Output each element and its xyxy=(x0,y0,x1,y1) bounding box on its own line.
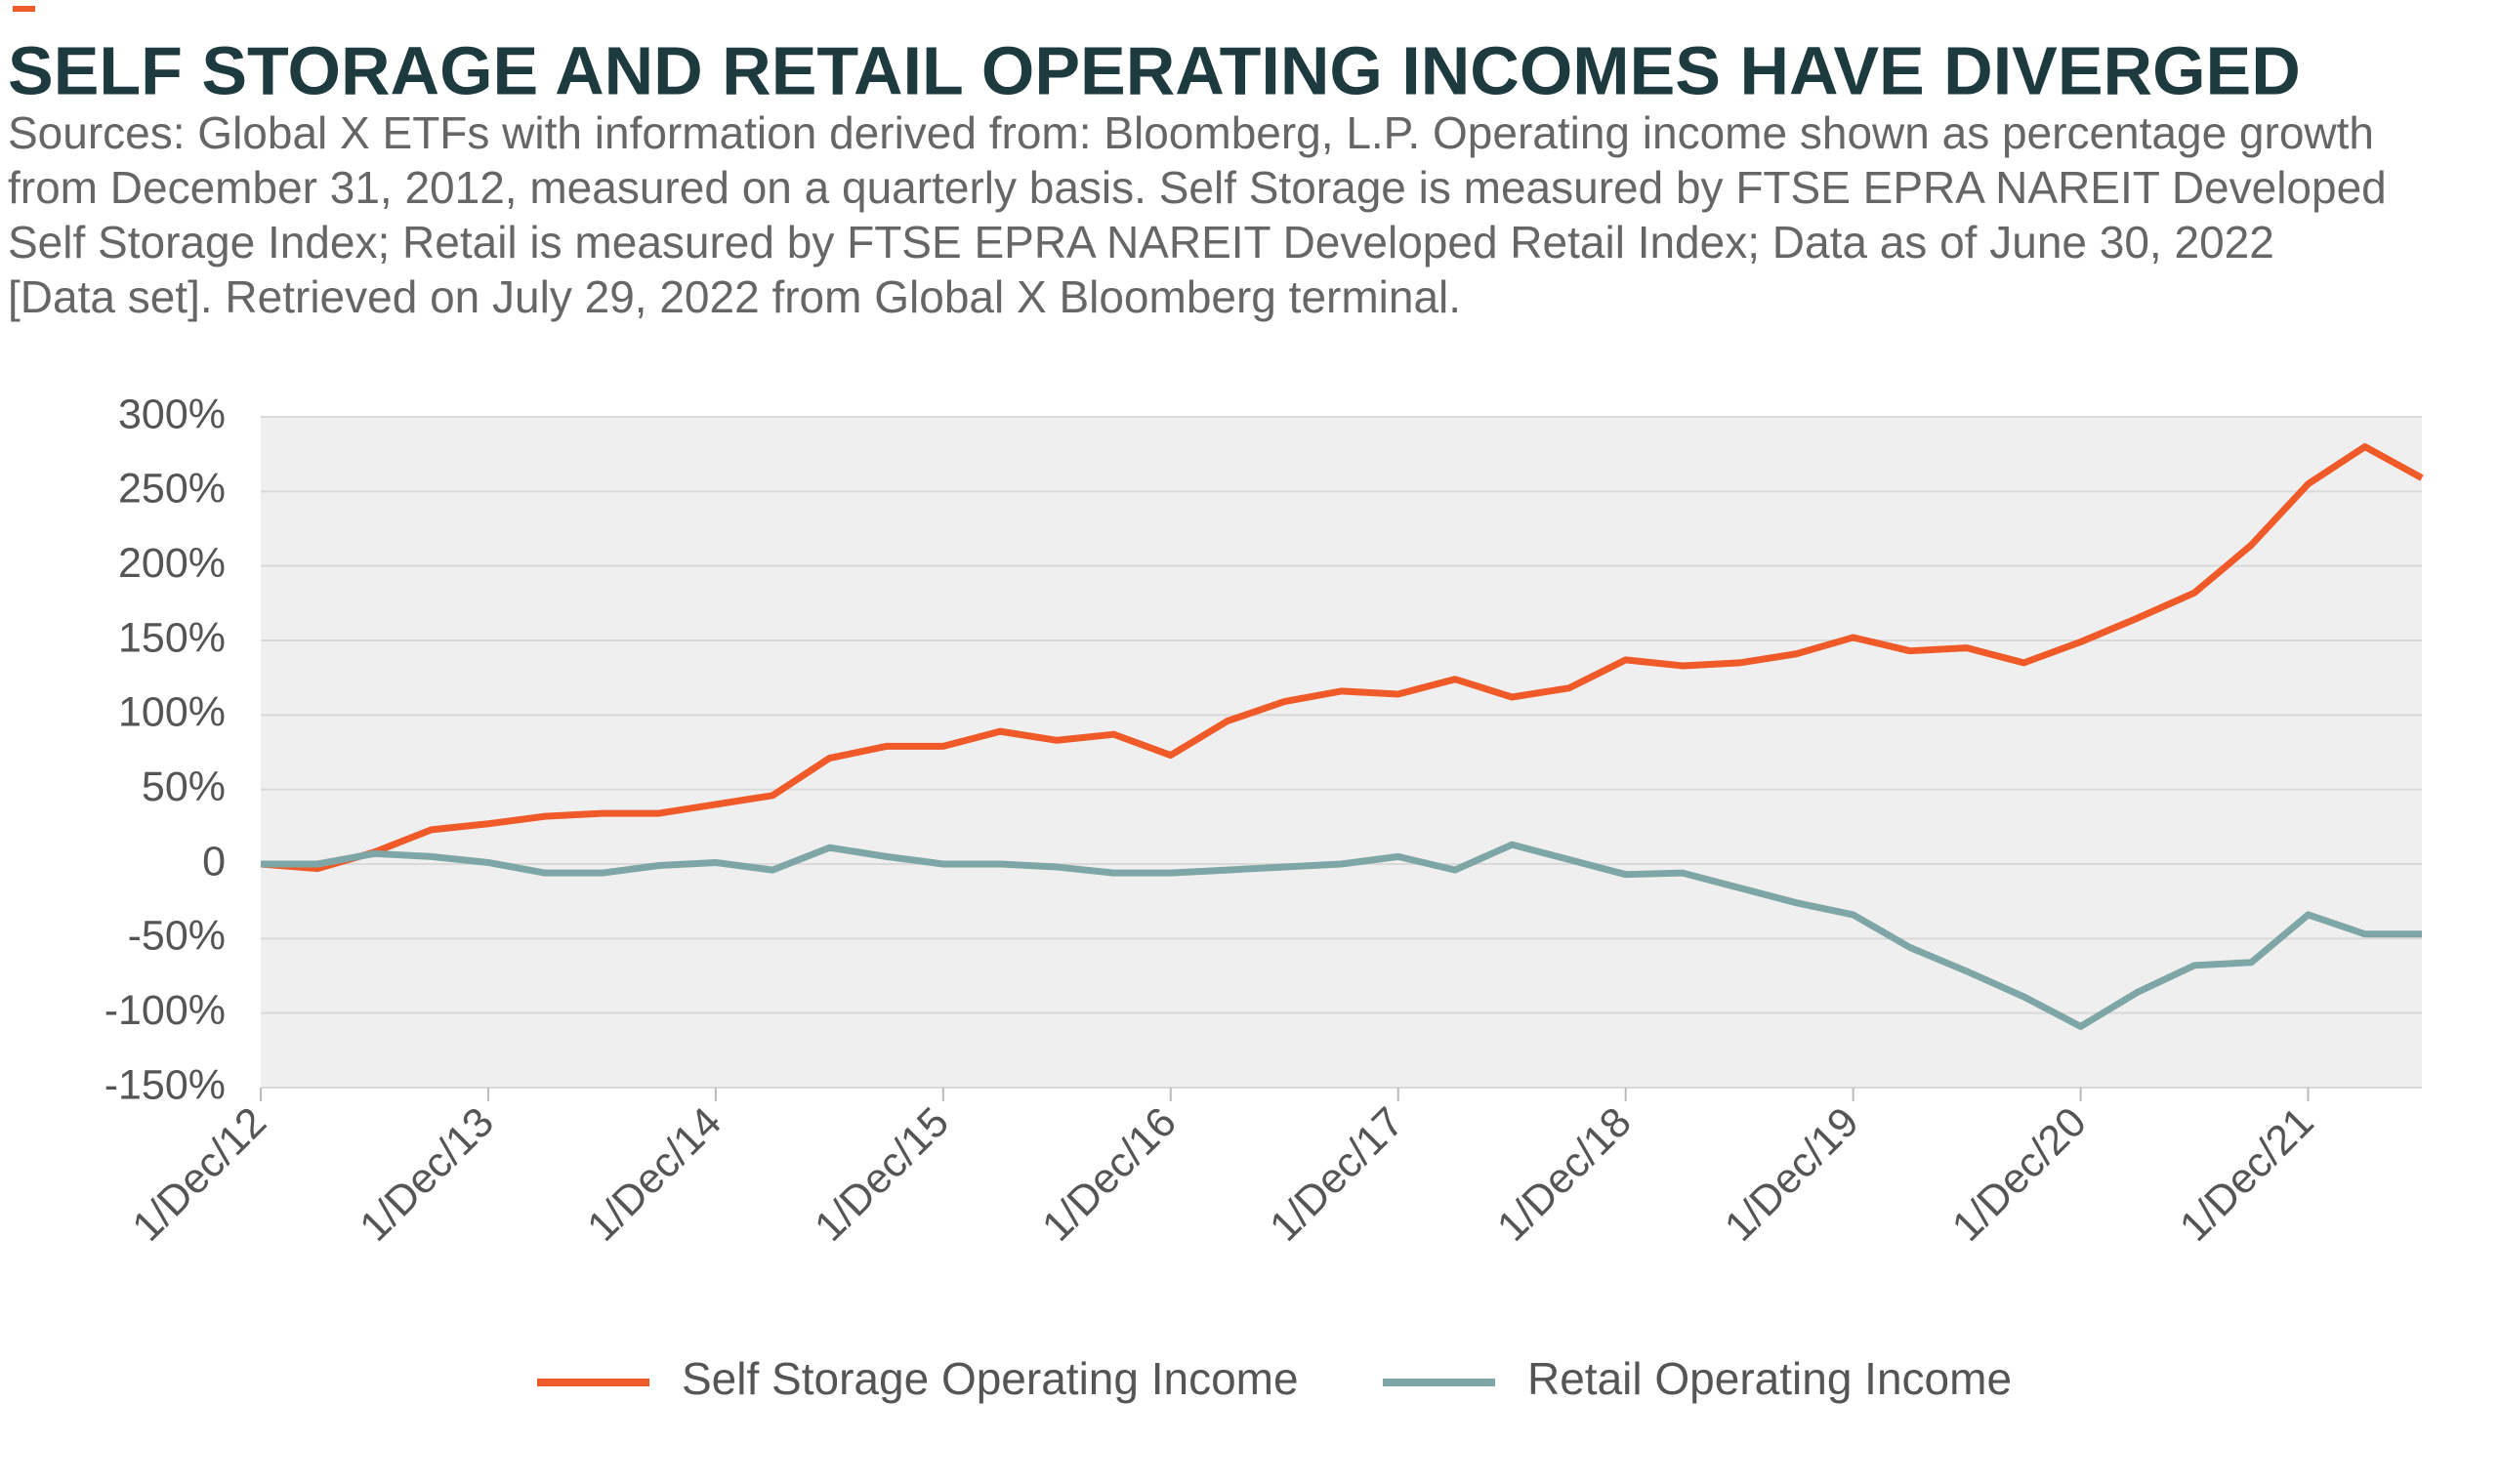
x-tick-label: 1/Dec/17 xyxy=(1261,1098,1413,1251)
y-tick-label: 200% xyxy=(118,540,226,587)
series-line xyxy=(260,443,2424,873)
x-tick-label: 1/Dec/15 xyxy=(806,1098,958,1251)
subtitle: [Data set]. Retrieved on July 29, 2022 f… xyxy=(8,271,1461,322)
legend-label: Retail Operating Income xyxy=(1527,1353,2012,1404)
y-tick-label: -100% xyxy=(104,987,226,1034)
x-tick-label: 1/Dec/13 xyxy=(351,1098,503,1251)
x-tick-label: 1/Dec/20 xyxy=(1943,1098,2096,1251)
x-tick-label: 1/Dec/21 xyxy=(2171,1098,2323,1251)
y-tick-label: 150% xyxy=(118,614,226,661)
y-tick-label: 0 xyxy=(202,838,226,885)
series-line xyxy=(261,841,2422,1030)
legend-label: Self Storage Operating Income xyxy=(682,1353,1299,1404)
y-tick-label: -150% xyxy=(104,1061,226,1108)
y-tick-label: 250% xyxy=(118,466,226,513)
chart-title: SELF STORAGE AND RETAIL OPERATING INCOME… xyxy=(8,32,2301,108)
y-tick-label: -50% xyxy=(128,913,226,960)
subtitle: Self Storage Index; Retail is measured b… xyxy=(8,217,2274,268)
x-tick-label: 1/Dec/16 xyxy=(1033,1098,1186,1251)
y-tick-label: 300% xyxy=(118,391,226,437)
y-tick-label: 100% xyxy=(118,689,226,736)
y-tick-label: 50% xyxy=(142,763,226,810)
subtitle: from December 31, 2012, measured on a qu… xyxy=(8,162,2387,213)
x-tick-label: 1/Dec/19 xyxy=(1716,1098,1868,1251)
plot-background xyxy=(261,417,2422,1088)
subtitle: Sources: Global X ETFs with information … xyxy=(8,107,2374,158)
x-tick-label: 1/Dec/14 xyxy=(578,1098,730,1251)
x-tick-label: 1/Dec/12 xyxy=(123,1098,275,1251)
accent-mark xyxy=(13,6,35,12)
x-tick-label: 1/Dec/18 xyxy=(1488,1098,1641,1251)
